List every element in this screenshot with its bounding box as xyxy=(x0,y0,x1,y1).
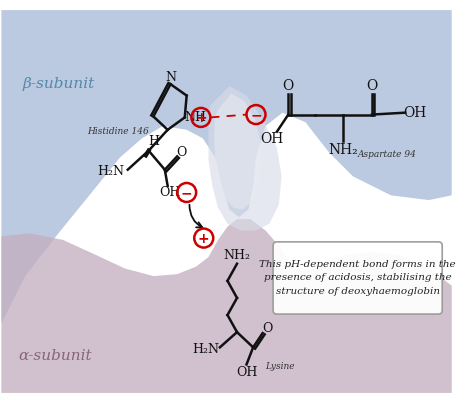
Text: Aspartate 94: Aspartate 94 xyxy=(358,150,417,159)
Text: H: H xyxy=(148,135,159,147)
Text: NH: NH xyxy=(184,111,206,124)
Text: −: − xyxy=(181,186,192,200)
Text: OH: OH xyxy=(236,366,257,378)
Text: OH: OH xyxy=(159,186,180,199)
Text: O: O xyxy=(283,79,294,93)
Text: α-subunit: α-subunit xyxy=(18,349,92,363)
Text: O: O xyxy=(177,146,187,159)
Text: +: + xyxy=(198,232,210,245)
Polygon shape xyxy=(1,219,452,393)
Text: NH₂: NH₂ xyxy=(328,143,358,157)
Text: H₂N: H₂N xyxy=(97,165,124,178)
Text: +: + xyxy=(195,111,207,125)
Text: H₂N: H₂N xyxy=(192,343,219,356)
Text: O: O xyxy=(366,79,377,93)
FancyBboxPatch shape xyxy=(273,242,442,314)
Text: This pH-dependent bond forms in the
presence of acidosis, stabilising the
struct: This pH-dependent bond forms in the pres… xyxy=(259,260,456,296)
Text: N: N xyxy=(165,71,176,84)
Text: O: O xyxy=(262,322,273,335)
Text: OH: OH xyxy=(403,106,426,120)
Polygon shape xyxy=(209,86,282,231)
Text: Histidine 146: Histidine 146 xyxy=(87,127,149,135)
Text: Lysine: Lysine xyxy=(265,362,295,371)
Polygon shape xyxy=(1,10,452,324)
Polygon shape xyxy=(214,93,263,210)
Text: OH: OH xyxy=(261,132,284,146)
Text: −: − xyxy=(250,108,262,122)
Text: NH₂: NH₂ xyxy=(224,249,250,262)
Text: β-subunit: β-subunit xyxy=(22,77,94,91)
